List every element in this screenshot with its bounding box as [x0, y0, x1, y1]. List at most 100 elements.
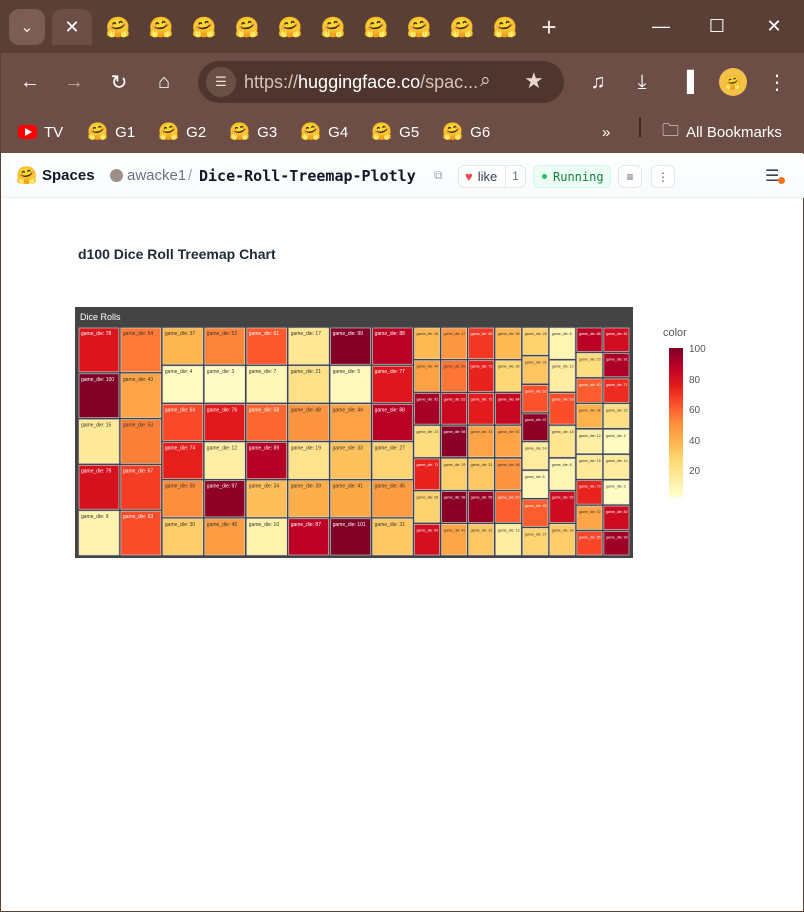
treemap-tile[interactable]: [468, 393, 495, 425]
treemap-tile[interactable]: [246, 404, 288, 441]
treemap-tile[interactable]: [522, 499, 549, 527]
treemap-tile[interactable]: [414, 425, 440, 458]
treemap-tile[interactable]: [603, 531, 630, 556]
treemap-tile[interactable]: [522, 385, 549, 413]
treemap-tile[interactable]: [204, 404, 246, 441]
treemap-tile[interactable]: [468, 425, 495, 458]
treemap-tile[interactable]: [468, 360, 495, 392]
treemap-tile[interactable]: [162, 442, 204, 480]
treemap-tile[interactable]: [549, 327, 576, 360]
treemap-tile[interactable]: [603, 454, 630, 479]
tab-search-button[interactable]: ⌄: [9, 9, 45, 45]
treemap-tile[interactable]: [162, 518, 204, 556]
treemap-tile[interactable]: [414, 491, 440, 523]
forward-button[interactable]: →: [57, 65, 91, 99]
treemap-tile[interactable]: [120, 510, 162, 556]
owner-link[interactable]: awacke1: [127, 167, 187, 184]
tab-inactive[interactable]: 🤗: [105, 16, 131, 39]
treemap-tile[interactable]: [414, 458, 440, 490]
treemap-tile[interactable]: [372, 518, 413, 556]
treemap-tile[interactable]: [414, 327, 440, 360]
treemap-tile[interactable]: [204, 518, 246, 556]
treemap-tile[interactable]: [120, 373, 162, 418]
treemap-tile[interactable]: [576, 378, 603, 403]
bookmark-g1[interactable]: 🤗 G1: [87, 122, 136, 141]
downloads-button[interactable]: ⤓: [625, 65, 659, 99]
browser-menu-button[interactable]: ⋮: [760, 65, 794, 99]
treemap-tile[interactable]: [78, 510, 120, 556]
treemap-tile[interactable]: [549, 360, 576, 392]
treemap-tile[interactable]: [576, 404, 603, 429]
treemap-tile[interactable]: [576, 480, 603, 505]
treemap-tile[interactable]: [576, 327, 603, 352]
bookmark-g2[interactable]: 🤗 G2: [158, 122, 207, 141]
treemap-tile[interactable]: [120, 465, 162, 510]
treemap-tile[interactable]: [603, 480, 630, 505]
treemap-tile[interactable]: [372, 480, 413, 518]
treemap-tile[interactable]: [78, 419, 120, 464]
treemap-tile[interactable]: [549, 524, 576, 556]
treemap-tile[interactable]: [441, 327, 468, 360]
site-settings-icon[interactable]: ☰: [206, 67, 236, 97]
treemap-tile[interactable]: [522, 442, 549, 470]
treemap-tile[interactable]: [246, 327, 288, 365]
treemap-tile[interactable]: [468, 458, 495, 490]
bookmark-g5[interactable]: 🤗 G5: [371, 122, 420, 141]
treemap-tile[interactable]: [288, 518, 329, 556]
treemap-tile[interactable]: [549, 491, 576, 523]
tab-inactive[interactable]: 🤗: [492, 16, 518, 39]
hugging-face-logo-icon[interactable]: 🤗: [16, 166, 38, 185]
close-window-button[interactable]: ✕: [751, 11, 797, 41]
tab-inactive[interactable]: 🤗: [320, 16, 346, 39]
space-name[interactable]: Dice-Roll-Treemap-Plotly: [199, 167, 416, 185]
treemap-tile[interactable]: [204, 365, 246, 403]
treemap-tile[interactable]: [576, 505, 603, 530]
bookmark-g6[interactable]: 🤗 G6: [442, 122, 491, 141]
treemap-tile[interactable]: [330, 404, 371, 441]
copy-icon[interactable]: ⧉: [434, 168, 443, 182]
treemap-tile[interactable]: [495, 425, 522, 458]
bookmarks-overflow-button[interactable]: »: [602, 119, 610, 145]
side-panel-button[interactable]: ▐: [670, 65, 704, 99]
spaces-link[interactable]: Spaces: [42, 167, 95, 184]
tab-active[interactable]: ✕: [52, 9, 92, 45]
treemap-tile[interactable]: [576, 429, 603, 454]
treemap-tile[interactable]: [78, 373, 120, 418]
treemap-tile[interactable]: [372, 404, 413, 441]
treemap-tile[interactable]: [576, 454, 603, 479]
tab-inactive[interactable]: 🤗: [191, 16, 217, 39]
treemap-tile[interactable]: [414, 524, 440, 556]
logs-button[interactable]: ≡: [618, 165, 642, 188]
treemap-tile[interactable]: [78, 465, 120, 510]
treemap-tile[interactable]: [441, 491, 468, 523]
treemap-tile[interactable]: [549, 425, 576, 458]
space-menu-button[interactable]: ⋮: [651, 165, 675, 188]
tab-inactive[interactable]: 🤗: [277, 16, 303, 39]
treemap-tile[interactable]: [495, 393, 522, 425]
home-button[interactable]: ⌂: [147, 65, 181, 99]
address-bar[interactable]: ☰ https://huggingface.co/spac... ⌕ ★: [198, 61, 564, 103]
treemap-tile[interactable]: [495, 360, 522, 392]
treemap-tile[interactable]: [468, 491, 495, 523]
treemap-tile[interactable]: [330, 480, 371, 518]
treemap-tile[interactable]: [414, 393, 440, 425]
media-control-button[interactable]: ♫: [581, 65, 615, 99]
tab-inactive[interactable]: 🤗: [449, 16, 475, 39]
treemap-tile[interactable]: [603, 429, 630, 454]
search-icon[interactable]: ⌕: [480, 70, 491, 91]
treemap-tile[interactable]: [78, 327, 120, 373]
treemap-tile[interactable]: [204, 442, 246, 480]
treemap-tile[interactable]: [495, 524, 522, 556]
treemap-tile[interactable]: [468, 524, 495, 556]
treemap-tile[interactable]: [288, 365, 329, 403]
treemap-tile[interactable]: [372, 442, 413, 480]
treemap-tile[interactable]: [204, 480, 246, 518]
treemap-tile[interactable]: [162, 365, 204, 403]
treemap-tile[interactable]: [522, 356, 549, 384]
treemap-tile[interactable]: [603, 353, 630, 378]
minimize-button[interactable]: —: [638, 11, 684, 41]
treemap-tile[interactable]: [204, 327, 246, 365]
treemap-tile[interactable]: [246, 480, 288, 518]
treemap-tile[interactable]: [330, 518, 371, 556]
treemap-tile[interactable]: [441, 393, 468, 425]
